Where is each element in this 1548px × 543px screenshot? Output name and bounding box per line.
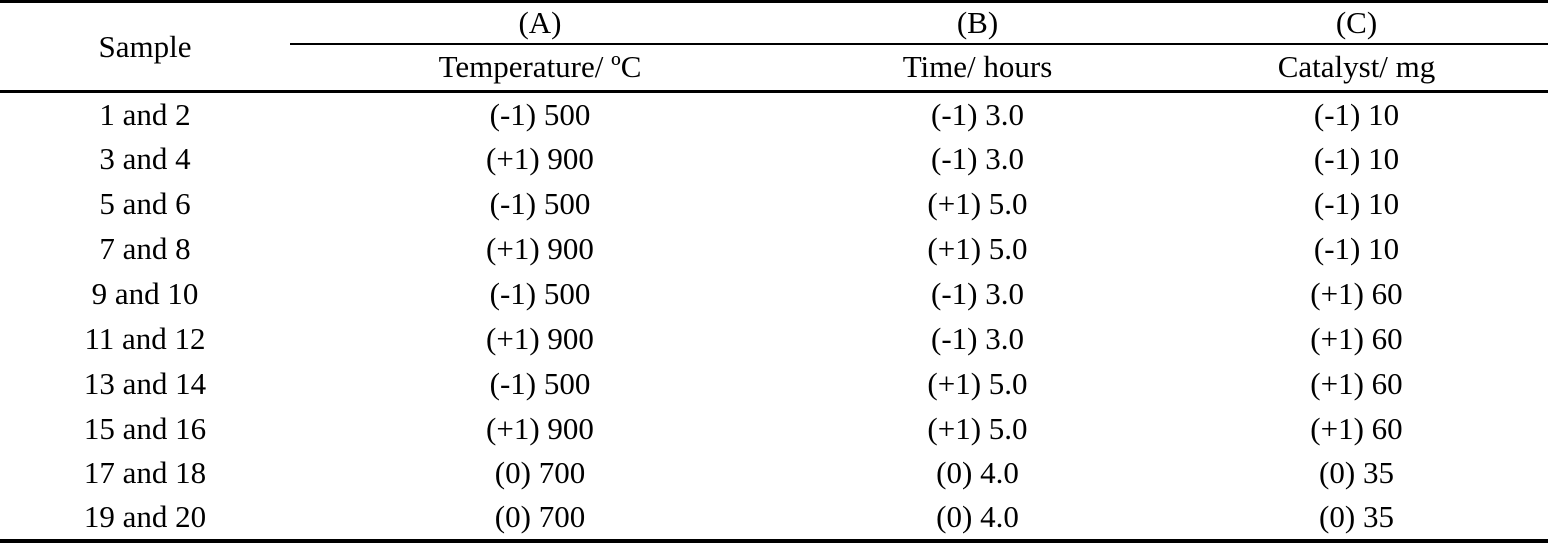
factor-group-row: Sample (A) (B) (C): [0, 1, 1548, 93]
cell-sample: 15 and 16: [83, 410, 207, 446]
cell-sample: 13 and 14: [83, 365, 207, 401]
cell-temperature: (+1) 900: [486, 140, 594, 176]
factor-subheader-row: Temperature/ ºC Time/ hours Catalyst/ mg: [0, 43, 1548, 93]
cell-sample: 7 and 8: [99, 230, 191, 266]
table-row: 15 and 16 (+1) 900 (+1) 5.0 (+1) 60: [0, 406, 1548, 451]
table-body: 1 and 2 (-1) 500 (-1) 3.0 (-1) 10 3 and …: [0, 92, 1548, 542]
cell-time: (-1) 3.0: [931, 140, 1024, 176]
column-subheader-temperature: Temperature/ ºC: [290, 43, 790, 93]
cell-time: (0) 4.0: [936, 455, 1019, 491]
cell-catalyst: (-1) 10: [1313, 185, 1400, 221]
table-header: Sample (A) (B) (C) Temperature/ ºC Time/…: [0, 1, 1548, 93]
cell-temperature: (-1) 500: [489, 185, 591, 221]
table-row: 17 and 18 (0) 700 (0) 4.0 (0) 35: [0, 451, 1548, 496]
cell-sample: 3 and 4: [99, 140, 191, 176]
cell-sample: 17 and 18: [83, 455, 207, 491]
table-row: 19 and 20 (0) 700 (0) 4.0 (0) 35: [0, 496, 1548, 541]
cell-temperature: (0) 700: [494, 455, 586, 491]
column-subheader-catalyst: Catalyst/ mg: [1165, 43, 1548, 93]
cell-sample: 11 and 12: [84, 320, 206, 356]
column-header-factor-c: (C): [1165, 1, 1548, 45]
cell-sample: 19 and 20: [83, 499, 207, 535]
cell-sample: 5 and 6: [99, 185, 191, 221]
cell-catalyst: (-1) 10: [1313, 230, 1400, 266]
cell-temperature: (0) 700: [494, 499, 586, 535]
cell-catalyst: (-1) 10: [1313, 140, 1400, 176]
column-header-sample: Sample: [0, 1, 290, 93]
cell-time: (+1) 5.0: [927, 230, 1028, 266]
table-row: 9 and 10 (-1) 500 (-1) 3.0 (+1) 60: [0, 271, 1548, 316]
cell-catalyst: (+1) 60: [1310, 320, 1403, 356]
column-header-factor-b: (B): [790, 1, 1165, 45]
cell-temperature: (+1) 900: [486, 230, 594, 266]
table-row: 1 and 2 (-1) 500 (-1) 3.0 (-1) 10: [0, 92, 1548, 137]
cell-temperature: (-1) 500: [489, 275, 591, 311]
cell-time: (-1) 3.0: [931, 320, 1024, 356]
cell-temperature: (-1) 500: [489, 96, 591, 132]
table-row: 13 and 14 (-1) 500 (+1) 5.0 (+1) 60: [0, 361, 1548, 406]
column-subheader-time: Time/ hours: [790, 43, 1165, 93]
cell-time: (-1) 3.0: [931, 96, 1024, 132]
cell-time: (0) 4.0: [936, 499, 1019, 535]
cell-time: (+1) 5.0: [927, 185, 1028, 221]
table-row: 7 and 8 (+1) 900 (+1) 5.0 (-1) 10: [0, 226, 1548, 271]
column-header-factor-a: (A): [290, 1, 790, 45]
cell-time: (+1) 5.0: [927, 410, 1028, 446]
cell-time: (+1) 5.0: [927, 365, 1028, 401]
cell-sample: 1 and 2: [99, 96, 191, 132]
cell-catalyst: (0) 35: [1319, 499, 1394, 535]
table-row: 3 and 4 (+1) 900 (-1) 3.0 (-1) 10: [0, 136, 1548, 181]
cell-catalyst: (-1) 10: [1313, 96, 1400, 132]
cell-catalyst: (0) 35: [1319, 455, 1394, 491]
cell-time: (-1) 3.0: [931, 275, 1024, 311]
cell-catalyst: (+1) 60: [1310, 410, 1403, 446]
cell-catalyst: (+1) 60: [1310, 275, 1403, 311]
cell-catalyst: (+1) 60: [1310, 365, 1403, 401]
table-row: 11 and 12 (+1) 900 (-1) 3.0 (+1) 60: [0, 316, 1548, 361]
cell-sample: 9 and 10: [91, 275, 199, 311]
cell-temperature: (+1) 900: [486, 320, 594, 356]
table-row: 5 and 6 (-1) 500 (+1) 5.0 (-1) 10: [0, 181, 1548, 226]
cell-temperature: (-1) 500: [489, 365, 591, 401]
cell-temperature: (+1) 900: [486, 410, 594, 446]
